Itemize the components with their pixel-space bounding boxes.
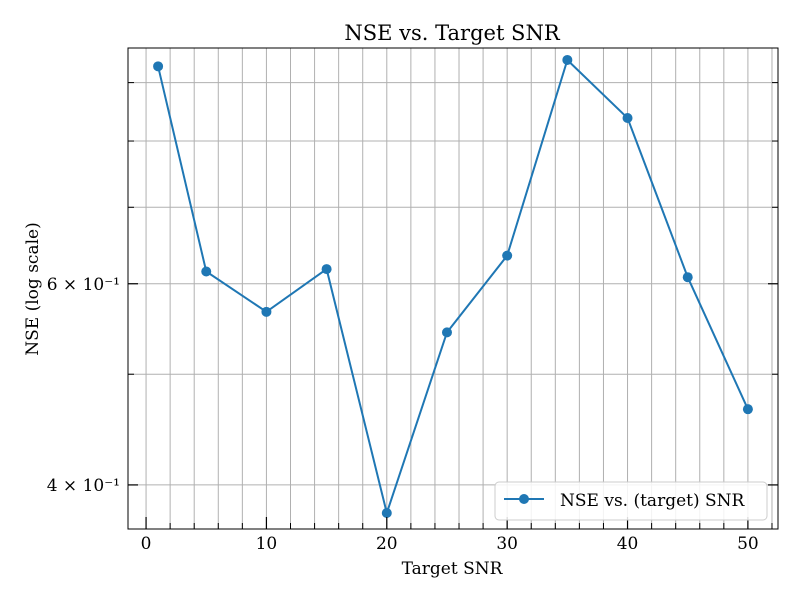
- data-point: [321, 264, 332, 275]
- axes-layer: [127, 47, 779, 530]
- plot-area: [128, 48, 778, 529]
- plot-background: [128, 48, 778, 529]
- labels-layer: 0 10 20 30 40 50 4 × 10⁻¹ 6 × 10⁻¹: [47, 275, 759, 554]
- x-tick-label: 50: [737, 534, 759, 554]
- x-axis-label: Target SNR: [402, 559, 504, 579]
- data-point: [153, 61, 164, 72]
- y-axis-label: NSE (log scale): [23, 222, 43, 355]
- series-layer: [153, 54, 753, 518]
- data-point: [562, 54, 573, 65]
- x-tick-label: 30: [496, 534, 518, 554]
- data-point: [201, 266, 212, 277]
- data-point: [441, 327, 452, 338]
- legend-box: [494, 481, 768, 521]
- y-tick-label: 4 × 10⁻¹: [47, 476, 120, 496]
- chart-title: NSE vs. Target SNR: [344, 21, 560, 45]
- legend: NSE vs. (target) SNR: [494, 481, 768, 521]
- grid-lines: [128, 48, 778, 529]
- data-point: [622, 113, 633, 124]
- x-tick-label: 40: [617, 534, 639, 554]
- data-point: [261, 306, 272, 317]
- legend-marker: [519, 494, 529, 504]
- data-point: [682, 272, 693, 283]
- y-tick-label: 6 × 10⁻¹: [47, 275, 120, 295]
- x-tick-label: 0: [141, 534, 152, 554]
- x-tick-label: 20: [376, 534, 398, 554]
- data-point: [502, 250, 513, 261]
- plot-frame: [127, 47, 779, 530]
- data-point: [742, 404, 753, 415]
- legend-label: NSE vs. (target) SNR: [560, 491, 746, 511]
- data-point: [381, 507, 392, 518]
- x-tick-label: 10: [256, 534, 278, 554]
